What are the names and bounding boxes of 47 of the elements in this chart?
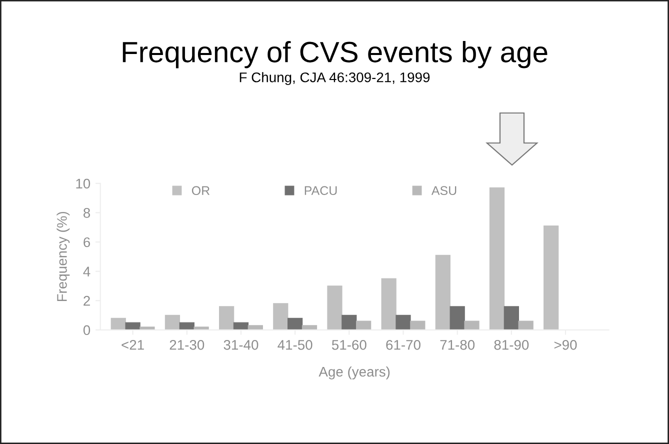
bar bbox=[327, 286, 342, 330]
x-tick-label: 31-40 bbox=[224, 340, 258, 350]
x-tick-label: >90 bbox=[554, 340, 577, 350]
legend-label: OR bbox=[192, 186, 210, 196]
bar bbox=[110, 318, 126, 330]
x-tick-label: 51-60 bbox=[332, 340, 366, 350]
legend-label: ASU bbox=[431, 186, 456, 196]
bar bbox=[164, 314, 180, 330]
bar bbox=[342, 314, 357, 330]
y-tick-label: 6 bbox=[84, 237, 90, 248]
y-tick-label: 0 bbox=[83, 325, 90, 336]
bar bbox=[302, 325, 318, 330]
x-tick-label: 41-50 bbox=[278, 340, 312, 350]
bar bbox=[450, 306, 465, 330]
chart-title: Frequency of CVS events by age bbox=[122, 41, 548, 68]
chart-subtitle: F Chung, CJA 46:309-21, 1999 bbox=[240, 72, 430, 86]
bar bbox=[179, 322, 194, 330]
bar bbox=[396, 314, 411, 330]
y-tick-label: 2 bbox=[84, 296, 90, 306]
bar bbox=[125, 322, 140, 330]
x-axis-title: Age (years) bbox=[318, 366, 390, 380]
bar bbox=[410, 320, 426, 330]
bar bbox=[233, 322, 249, 330]
y-tick-label: 8 bbox=[84, 208, 90, 218]
x-tick-label: 71-80 bbox=[440, 340, 475, 350]
bar bbox=[518, 320, 534, 330]
legend-label: PACU bbox=[304, 186, 337, 196]
bar bbox=[464, 320, 480, 330]
bar bbox=[544, 226, 559, 330]
bar bbox=[194, 326, 209, 330]
bar bbox=[381, 278, 396, 330]
y-axis-title: Frequency (%) bbox=[56, 212, 70, 302]
bar bbox=[248, 325, 263, 330]
bar bbox=[489, 187, 505, 330]
y-tick-label: 4 bbox=[83, 266, 90, 276]
x-tick-label: 21-30 bbox=[170, 340, 204, 350]
y-tick-label: 10 bbox=[76, 178, 90, 189]
bar bbox=[504, 306, 519, 330]
bar bbox=[356, 320, 372, 330]
bar bbox=[288, 318, 303, 330]
bar bbox=[435, 254, 450, 330]
bar bbox=[140, 326, 155, 330]
bar bbox=[218, 306, 234, 330]
x-tick-label: 81-90 bbox=[494, 340, 529, 350]
x-tick-label: <21 bbox=[122, 340, 144, 350]
bar bbox=[273, 303, 288, 330]
x-tick-label: 61-70 bbox=[386, 340, 420, 350]
